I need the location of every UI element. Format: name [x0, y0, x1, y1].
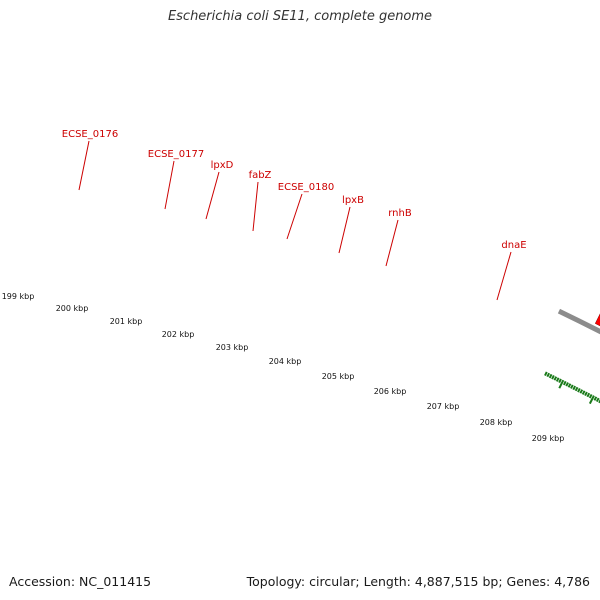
- scale-tick: [544, 371, 548, 377]
- gene-leader-line: [252, 181, 259, 232]
- scale-tick: [593, 396, 598, 401]
- scale-label: 201 kbp: [110, 317, 143, 326]
- accession-text: Accession: NC_011415: [9, 574, 152, 589]
- scale-tick: [586, 392, 591, 398]
- scale-tick: [570, 384, 574, 389]
- scale-tick: [572, 385, 577, 391]
- gene-label: ECSE_0177: [148, 149, 204, 160]
- gene-leader-line: [205, 171, 220, 220]
- backbone-line: [557, 308, 600, 335]
- scale-tick: [565, 382, 569, 387]
- gene-label: lpxD: [211, 160, 234, 171]
- scale-tick: [546, 372, 551, 378]
- gene-leader-line: [78, 140, 90, 191]
- scale-tick: [548, 373, 553, 379]
- scale-labels: 199 kbp 200 kbp 201 kbp 202 kbp 203 kbp 204 k…: [2, 292, 565, 443]
- scale-tick: [595, 397, 600, 403]
- gene-label: ECSE_0176: [62, 129, 118, 140]
- scale-tick: [577, 387, 581, 393]
- gene-leader-line: [385, 219, 399, 267]
- gene-leader-line: [496, 251, 512, 301]
- gene-label: lpxB: [342, 195, 364, 206]
- scale-tick: [588, 393, 593, 399]
- gene-label: rnhB: [388, 208, 412, 219]
- genome-summary-text: Topology: circular; Length: 4,887,515 bp…: [246, 574, 590, 589]
- scale-label: 208 kbp: [480, 418, 513, 427]
- scale-tick: [558, 379, 565, 389]
- gene-labels: ECSE_0176 ECSE_0177 lpxD fabZ ECSE_0180 lpxB r…: [62, 129, 527, 301]
- scale-label: 206 kbp: [374, 387, 407, 396]
- scale-tick: [588, 395, 595, 405]
- scale-label: 209 kbp: [532, 434, 565, 443]
- scale-label: 200 kbp: [56, 304, 89, 313]
- scale-tick: [574, 386, 579, 392]
- map-title: Escherichia coli SE11, complete genome: [167, 9, 433, 24]
- backbone-ring: [557, 308, 600, 335]
- cds-arrow: [594, 313, 600, 327]
- scale-label: 203 kbp: [216, 343, 249, 352]
- scale-tick: [558, 378, 562, 384]
- scale-label: 205 kbp: [322, 372, 355, 381]
- scale-tick: [584, 391, 588, 397]
- scale-tick: [567, 383, 572, 388]
- scale-tick: [555, 377, 560, 382]
- scale-label: 207 kbp: [427, 402, 460, 411]
- scale-label: 199 kbp: [2, 292, 35, 301]
- scale-tick: [579, 389, 584, 394]
- gene-label: dnaE: [501, 240, 526, 251]
- scale-tick: [562, 380, 567, 386]
- inner-scale-ticks: [544, 371, 600, 405]
- cds-ring: [594, 313, 600, 327]
- scale-tick: [598, 398, 600, 404]
- gene-leader-line: [286, 193, 303, 240]
- scale-tick: [581, 390, 586, 395]
- gene-label: fabZ: [249, 170, 272, 181]
- gene-leader-line: [338, 206, 351, 254]
- scale-tick: [551, 375, 555, 380]
- scale-label: 202 kbp: [162, 330, 195, 339]
- scale-tick: [553, 376, 558, 381]
- gene-leader-line: [164, 160, 175, 210]
- gene-label: ECSE_0180: [278, 182, 334, 193]
- scale-label: 204 kbp: [269, 357, 302, 366]
